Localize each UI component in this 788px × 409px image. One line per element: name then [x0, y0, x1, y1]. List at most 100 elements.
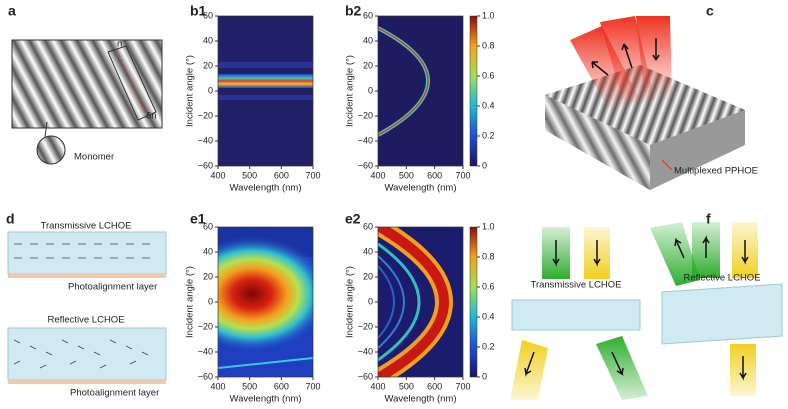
- y-axis-label: Incident angle (°): [185, 266, 196, 338]
- x-axis-label: Wavelength (nm): [230, 183, 302, 194]
- y-tick-label: 20: [203, 60, 213, 70]
- alignment-layer: [8, 380, 166, 384]
- d-bottom-layer: Photoalignment layer: [70, 388, 159, 399]
- y-tick-label: −20: [358, 321, 373, 331]
- panel-label: e1: [190, 211, 206, 227]
- x-tick-label: 700: [455, 381, 470, 391]
- y-tick-label: 40: [363, 35, 373, 45]
- colorbar-tick-label: 0: [482, 371, 487, 381]
- y-tick-label: −60: [198, 371, 213, 381]
- x-tick-label: 600: [274, 381, 289, 391]
- y-tick-label: −60: [358, 160, 373, 170]
- y-tick-label: −60: [198, 160, 213, 170]
- x-tick-label: 700: [305, 170, 320, 180]
- colorbar-tick-label: 0.8: [482, 40, 495, 50]
- x-axis-label: Wavelength (nm): [230, 394, 302, 405]
- x-tick-label: 500: [399, 381, 414, 391]
- x-axis-label: Wavelength (nm): [385, 183, 457, 194]
- panel-label: a: [8, 3, 16, 19]
- y-tick-label: 0: [368, 85, 373, 95]
- alignment-layer: [8, 274, 166, 278]
- y-tick-label: −60: [358, 371, 373, 381]
- n-label: n: [117, 39, 122, 50]
- y-axis-label: Incident angle (°): [345, 55, 356, 127]
- zoom-line: [44, 121, 48, 138]
- f-right: Reflective LCHOE: [683, 273, 760, 284]
- monomer-label: Monomer: [74, 152, 114, 163]
- leader: [661, 159, 673, 171]
- sample-box: [107, 45, 157, 121]
- colorbar-tick-label: 1.0: [482, 10, 495, 20]
- d-top-layer: Photoalignment layer: [68, 282, 157, 293]
- colorbar-tick-label: 0.2: [482, 341, 495, 351]
- colorbar-tick-label: 1.0: [482, 221, 495, 231]
- slab: [661, 283, 783, 345]
- arrow: [621, 43, 633, 69]
- colorbar-tick-label: 0.6: [482, 281, 495, 291]
- heatmap-e2: [378, 227, 463, 377]
- y-tick-label: −40: [358, 135, 373, 145]
- colorbar-tick-label: 0: [482, 160, 487, 170]
- grating: [11, 39, 163, 129]
- x-tick-label: 500: [242, 381, 257, 391]
- y-tick-label: −40: [198, 135, 213, 145]
- x-tick-label: 500: [242, 170, 257, 180]
- y-tick-label: 40: [203, 35, 213, 45]
- y-tick-label: 20: [363, 271, 373, 281]
- slab: [511, 299, 641, 331]
- dn-label: δn: [146, 111, 157, 122]
- beam: [600, 16, 655, 108]
- heatmap-b2: [378, 16, 463, 166]
- y-tick-label: −20: [358, 110, 373, 120]
- heatmap-b1: [218, 16, 313, 166]
- y-axis-label: Incident angle (°): [185, 55, 196, 127]
- y-tick-label: −20: [198, 321, 213, 331]
- beam: [596, 336, 648, 400]
- y-tick-label: 20: [363, 60, 373, 70]
- x-tick-label: 700: [305, 381, 320, 391]
- panel-label: c: [706, 3, 714, 19]
- y-tick-label: −40: [358, 346, 373, 356]
- colorbar: [469, 15, 478, 167]
- x-tick-label: 400: [370, 381, 385, 391]
- x-tick-label: 600: [427, 170, 442, 180]
- y-axis-label: Incident angle (°): [345, 266, 356, 338]
- block-side: [650, 110, 745, 190]
- x-tick-label: 400: [370, 170, 385, 180]
- slab: [7, 327, 167, 381]
- zoom-circle: [36, 135, 66, 165]
- y-tick-label: 60: [363, 221, 373, 231]
- y-tick-label: 0: [368, 296, 373, 306]
- colorbar-tick-label: 0.4: [482, 100, 495, 110]
- y-tick-label: −40: [198, 346, 213, 356]
- d-top: Transmissive LCHOE: [41, 221, 132, 232]
- x-tick-label: 600: [274, 170, 289, 180]
- beam: [636, 16, 672, 102]
- y-tick-label: 0: [208, 85, 213, 95]
- panel-label: b2: [345, 3, 362, 19]
- slab: [7, 231, 167, 275]
- c-caption: Multiplexed PPHOE: [674, 166, 758, 177]
- x-tick-label: 500: [399, 170, 414, 180]
- panel-label: f: [706, 211, 711, 227]
- y-tick-label: 40: [363, 246, 373, 256]
- x-tick-label: 600: [427, 381, 442, 391]
- f-left: Transmissive LCHOE: [531, 280, 622, 291]
- y-tick-label: 0: [208, 296, 213, 306]
- x-tick-label: 400: [210, 381, 225, 391]
- heatmap-e1: [218, 227, 313, 377]
- y-tick-label: 60: [363, 10, 373, 20]
- colorbar: [469, 226, 478, 378]
- x-tick-label: 400: [210, 170, 225, 180]
- arrow: [591, 61, 609, 76]
- y-tick-label: 60: [203, 10, 213, 20]
- y-tick-label: 40: [203, 246, 213, 256]
- colorbar-tick-label: 0.2: [482, 130, 495, 140]
- y-tick-label: −20: [198, 110, 213, 120]
- y-tick-label: 20: [203, 271, 213, 281]
- x-tick-label: 700: [455, 170, 470, 180]
- beam: [510, 340, 548, 400]
- colorbar-tick-label: 0.4: [482, 311, 495, 321]
- index-profile: [116, 49, 147, 116]
